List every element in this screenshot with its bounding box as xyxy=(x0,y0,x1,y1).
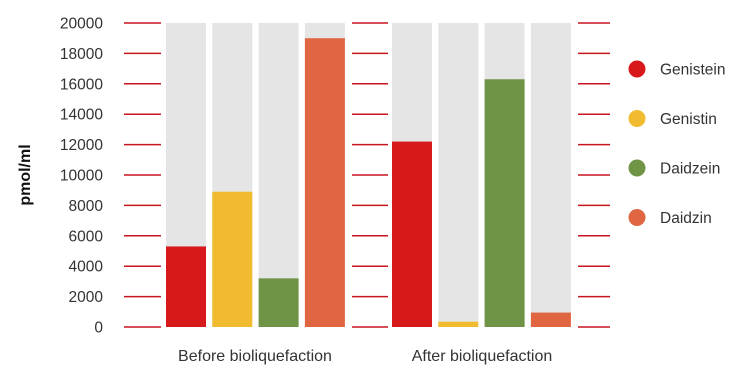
legend-marker xyxy=(628,110,646,127)
y-tick-label: 0 xyxy=(94,320,103,337)
bar-background xyxy=(530,23,571,327)
bar-genistein xyxy=(392,141,432,327)
bar-daidzin xyxy=(530,312,571,327)
y-tick-label: 10000 xyxy=(60,168,103,185)
y-axis-ticks: 0 2000 4000 6000 8000 10000 12000 14000 16000 180… xyxy=(60,16,610,337)
legend-label: Genistein xyxy=(660,62,725,79)
bar-daidzein xyxy=(484,79,525,328)
y-tick-label: 8000 xyxy=(69,198,104,215)
bar-background xyxy=(438,23,479,327)
legend-marker xyxy=(628,209,646,226)
legend-label: Genistin xyxy=(660,111,717,128)
legend-marker xyxy=(628,159,646,177)
y-tick-label: 2000 xyxy=(69,289,104,306)
y-axis-title: pmol/ml xyxy=(17,144,34,205)
y-tick-label: 12000 xyxy=(60,137,103,154)
bars xyxy=(166,23,571,328)
legend: Genistein Genistin Daidzein Daidzin xyxy=(628,60,725,227)
bar-daidzin xyxy=(304,38,345,327)
category-label: Before bioliquefaction xyxy=(178,348,332,365)
legend-label: Daidzin xyxy=(660,210,712,227)
y-tick-label: 14000 xyxy=(60,107,103,124)
legend-label: Daidzein xyxy=(660,161,720,178)
y-tick-label: 4000 xyxy=(69,259,104,276)
y-tick-label: 16000 xyxy=(60,76,103,93)
category-label: After bioliquefaction xyxy=(412,348,553,365)
y-tick-label: 18000 xyxy=(60,46,103,63)
legend-marker xyxy=(628,60,646,78)
y-tick-label: 20000 xyxy=(60,16,103,33)
bar-genistin xyxy=(212,191,253,327)
y-tick-label: 6000 xyxy=(69,228,104,245)
bar-genistin xyxy=(438,321,479,327)
category-labels: Before bioliquefaction After bioliquefact… xyxy=(178,348,552,365)
bar-background xyxy=(258,23,299,327)
bar-daidzein xyxy=(258,278,299,327)
bar-genistein xyxy=(166,246,206,327)
